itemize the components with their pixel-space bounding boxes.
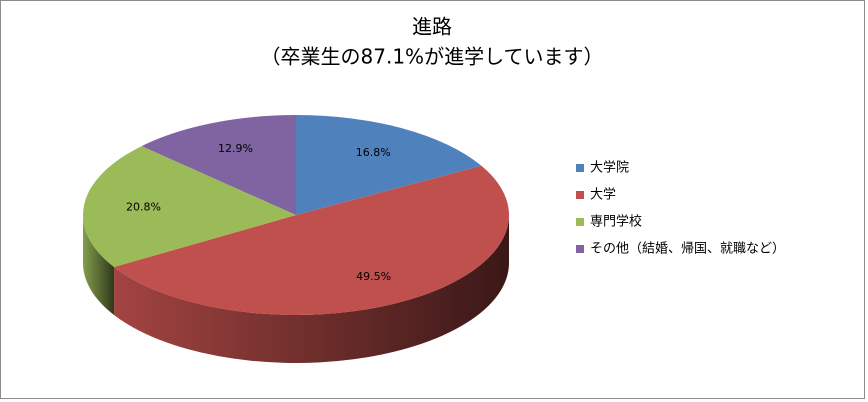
chart-title: 進路 <box>412 15 452 39</box>
data-label: 49.5% <box>356 270 391 283</box>
data-label: 20.8% <box>126 200 161 213</box>
slice <box>83 146 296 267</box>
data-labels: 16.8% 49.5% 20.8% 12.9% <box>126 142 391 283</box>
legend-label: その他（結婚、帰国、就職など） <box>590 241 785 257</box>
slice-side <box>114 215 509 363</box>
legend-label: 大学 <box>590 187 616 203</box>
pie-sides <box>83 215 509 363</box>
legend-swatch <box>576 164 584 172</box>
pie-tops <box>83 115 510 316</box>
slice <box>141 115 296 215</box>
slice <box>296 115 482 215</box>
slice <box>114 165 510 316</box>
legend-label: 大学院 <box>590 160 629 176</box>
legend-swatch <box>576 218 584 226</box>
data-label: 12.9% <box>218 142 253 155</box>
chart-subtitle: （卒業生の87.1%が進学しています） <box>261 45 604 69</box>
slice-side <box>83 215 115 315</box>
legend-swatch <box>576 191 584 199</box>
legend-swatch <box>576 245 584 253</box>
legend-label: 専門学校 <box>590 214 642 230</box>
data-label: 16.8% <box>356 146 391 159</box>
